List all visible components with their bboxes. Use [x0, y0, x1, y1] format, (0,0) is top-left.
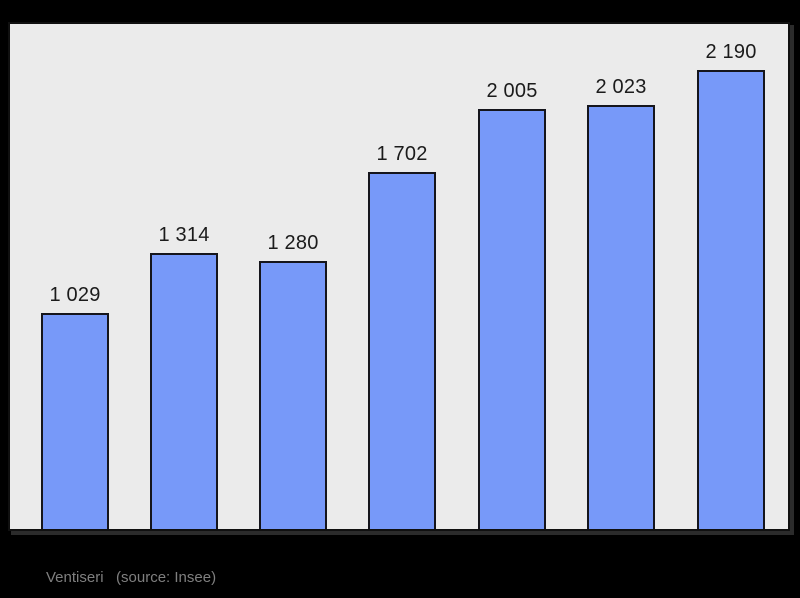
bars-layer: 1 029 1 314 1 280 1 702 2 005 2 023	[10, 24, 788, 529]
bar-value-label-1: 1 029	[49, 284, 101, 306]
bar-4[interactable]	[368, 172, 436, 529]
bar-7[interactable]	[697, 70, 765, 529]
bar-value-label-6: 2 023	[595, 76, 647, 98]
bar-value-label-3: 1 280	[267, 232, 319, 254]
bar-1[interactable]	[41, 313, 109, 529]
bar-value-label-4: 1 702	[376, 143, 428, 165]
bar-value-label-2: 1 314	[158, 224, 210, 246]
bar-value-label-7: 2 190	[705, 41, 757, 63]
plot-area: 1 029 1 314 1 280 1 702 2 005 2 023	[8, 22, 790, 531]
bar-6[interactable]	[587, 105, 655, 529]
bar-2[interactable]	[150, 253, 218, 529]
bar-value-label-5: 2 005	[486, 80, 538, 102]
bar-3[interactable]	[259, 261, 327, 529]
chart-caption: Ventiseri (source: Insee)	[46, 569, 217, 586]
bar-5[interactable]	[478, 109, 546, 529]
